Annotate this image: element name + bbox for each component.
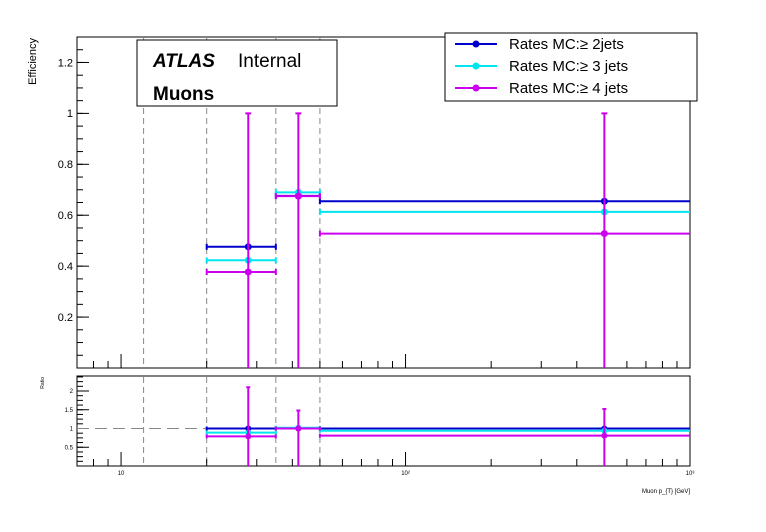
ratio-y-tick-label: 0.5 bbox=[65, 445, 74, 451]
y-axis-label-main: Efficiency bbox=[27, 38, 39, 85]
internal-label: Internal bbox=[238, 51, 301, 72]
main-y-tick-label: 0.8 bbox=[58, 159, 73, 171]
annotations: ATLAS Internal Muons Efficiency Ratio bbox=[27, 38, 338, 389]
main-panel: 0.2 0.4 0.6 0.8 1 1.2 bbox=[58, 36, 691, 369]
legend-label: Rates MC:≥ 3 jets bbox=[509, 58, 628, 75]
legend-marker bbox=[472, 40, 480, 48]
legend-label: Rates MC:≥ 4 jets bbox=[509, 80, 628, 97]
main-y-tick-label: 1 bbox=[67, 108, 73, 120]
ratio-panel: 0.5 1 1.5 2 10 10² 10³ Muon p_{T} [GeV] bbox=[65, 375, 695, 495]
x-axis-label: Muon p_{T} [GeV] bbox=[642, 489, 690, 495]
main-y-tick-label: 0.4 bbox=[58, 261, 73, 273]
ratio-data-point bbox=[245, 433, 252, 440]
x-tick-label: 10³ bbox=[686, 471, 695, 477]
ratio-y-tick-label: 2 bbox=[70, 389, 74, 395]
ratio-data-point bbox=[601, 432, 608, 439]
x-tick-label: 10 bbox=[118, 471, 125, 477]
legend: Rates MC:≥ 2jets Rates MC:≥ 3 jets Rates M… bbox=[444, 32, 698, 102]
ratio-series bbox=[205, 424, 690, 436]
atlas-label-box bbox=[136, 39, 338, 107]
muons-label: Muons bbox=[153, 84, 214, 105]
main-series bbox=[205, 112, 690, 368]
ratio-frame bbox=[76, 375, 691, 467]
main-data-point bbox=[600, 230, 608, 238]
main-series bbox=[205, 188, 690, 264]
main-data-point bbox=[244, 268, 252, 276]
main-y-tick-label: 1.2 bbox=[58, 57, 73, 69]
ratio-series bbox=[205, 386, 690, 466]
legend-marker bbox=[472, 84, 480, 92]
ratio-data-point bbox=[295, 425, 302, 432]
main-y-tick-label: 0.2 bbox=[58, 312, 73, 324]
legend-label: Rates MC:≥ 2jets bbox=[509, 36, 624, 53]
main-y-tick-label: 0.6 bbox=[58, 210, 73, 222]
y-axis-label-ratio: Ratio bbox=[40, 377, 46, 389]
ratio-y-tick-label: 1 bbox=[70, 427, 74, 433]
ratio-y-tick-label: 1.5 bbox=[65, 408, 74, 414]
legend-marker bbox=[472, 62, 480, 70]
main-series bbox=[205, 192, 690, 251]
atlas-label: ATLAS bbox=[152, 51, 215, 72]
main-data-point bbox=[294, 192, 302, 200]
x-tick-label: 10² bbox=[401, 471, 410, 477]
